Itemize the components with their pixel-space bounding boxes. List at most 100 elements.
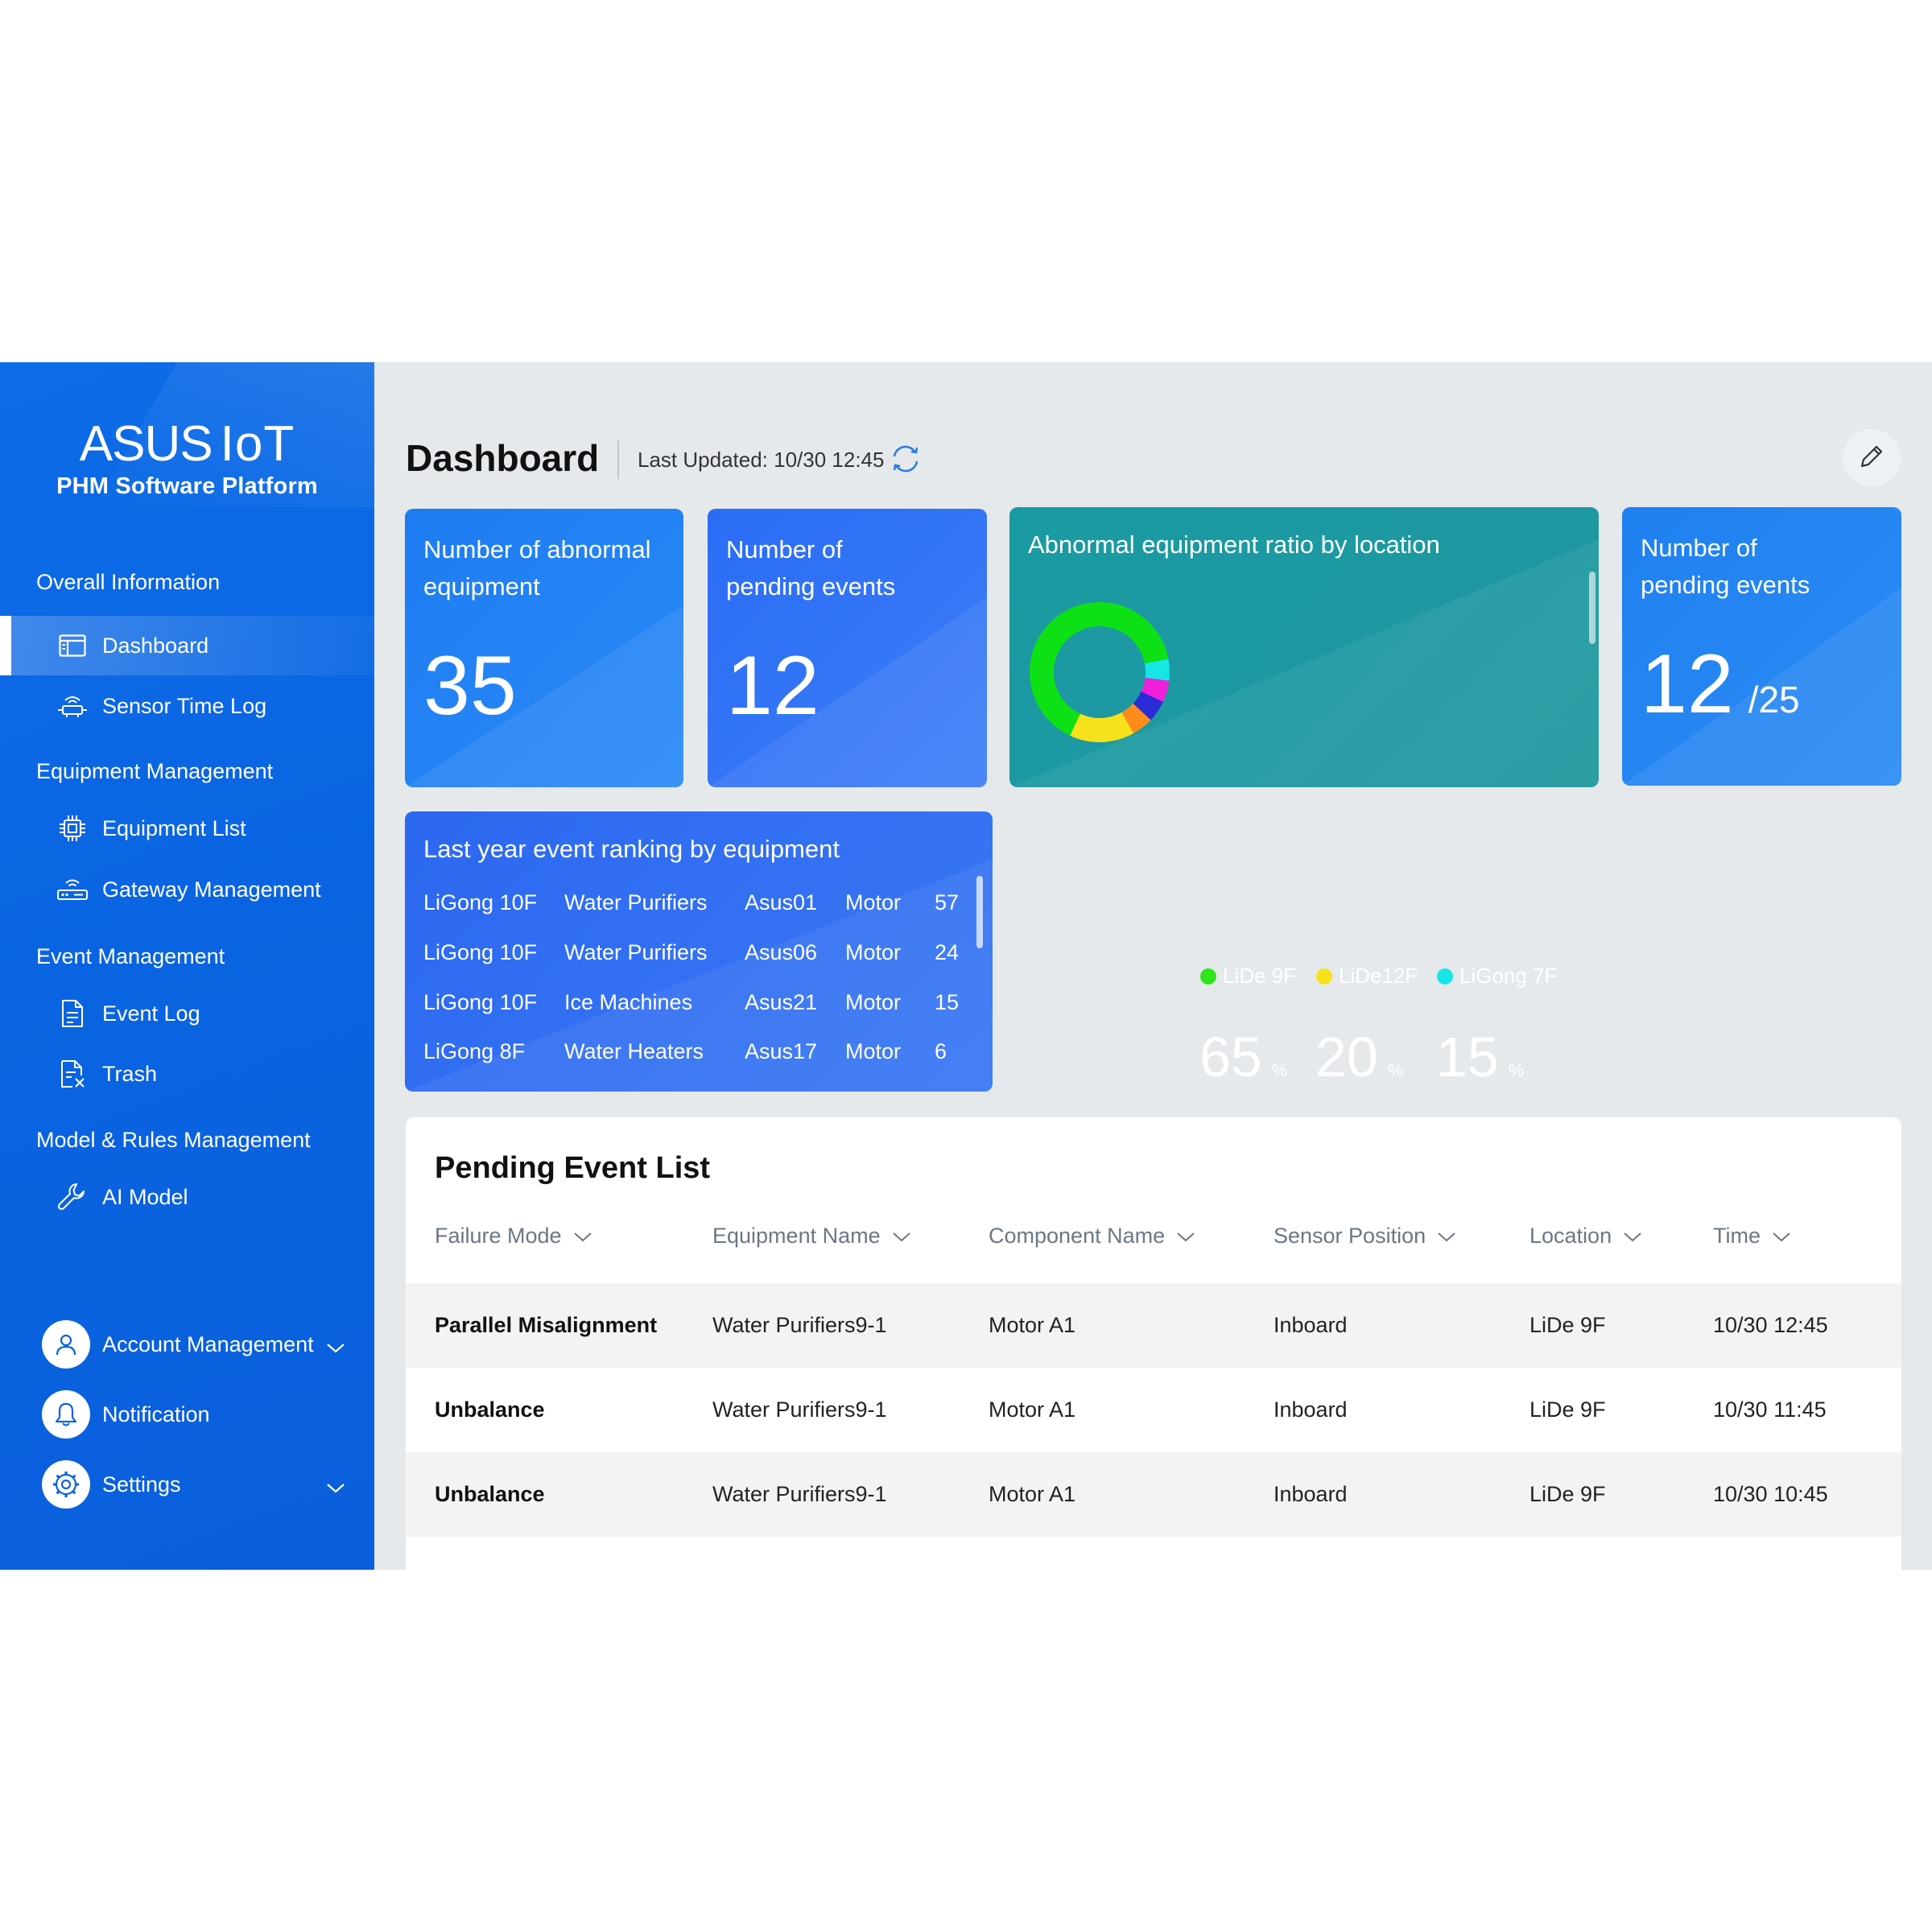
ranking-component: Motor [845, 890, 902, 914]
column-label: Component Name [989, 1224, 1166, 1248]
sensor-icon [56, 690, 89, 722]
chevron-down-icon [892, 1224, 911, 1249]
legend-dot [1200, 968, 1216, 985]
column-header-failure-mode[interactable]: Failure Mode [435, 1224, 592, 1249]
chevron-down-icon [1623, 1224, 1642, 1249]
ranking-component: Motor [845, 1039, 902, 1063]
edit-button[interactable] [1843, 429, 1901, 487]
chevron-down-icon[interactable] [325, 1476, 346, 1501]
cell-component-name: Motor A1 [989, 1397, 1076, 1422]
sidebar-item-ai-model[interactable]: AI Model [0, 1167, 374, 1227]
card-title: Number of pending events [726, 531, 895, 605]
cell-component-name: Motor A1 [989, 1313, 1076, 1337]
card-title: Number of pending events [1641, 530, 1810, 604]
ranking-row[interactable]: LiGong 10F Water Purifiers Asus06 Motor … [405, 940, 993, 972]
column-header-sensor-position[interactable]: Sensor Position [1274, 1224, 1456, 1249]
table-row[interactable]: Unbalance Water Purifiers9-1 Motor A1 In… [406, 1368, 1901, 1452]
pending-total-card[interactable]: Number of pending events 12/25 [1622, 507, 1901, 786]
column-header-equipment-name[interactable]: Equipment Name [712, 1224, 911, 1249]
scrollbar[interactable] [1589, 572, 1596, 644]
abnormal-equipment-card[interactable]: Number of abnormal equipment 35 [405, 509, 683, 787]
column-header-location[interactable]: Location [1530, 1224, 1642, 1249]
scrollbar[interactable] [976, 876, 983, 948]
ranking-count: 6 [935, 1039, 947, 1063]
asus-iot-logo[interactable]: ASUS IoT [0, 415, 374, 473]
ranking-device: Asus06 [745, 940, 818, 964]
sidebar-item-equipment-list[interactable]: Equipment List [0, 799, 374, 858]
pending-count: 12 [726, 639, 819, 733]
refresh-icon[interactable] [890, 443, 922, 479]
last-updated-text: Last Updated: 10/30 12:45 [638, 448, 885, 472]
ranking-row[interactable]: LiGong 8F Water Heaters Asus17 Motor 6 [405, 1039, 993, 1071]
nav-section-model-rules: Model & Rules Management [36, 1128, 311, 1152]
ranking-location: LiGong 10F [423, 990, 538, 1014]
card-title-line2: pending events [726, 572, 896, 601]
chevron-down-icon [1437, 1224, 1456, 1249]
card-decoration [1622, 588, 1901, 786]
pending-events-card[interactable]: Number of pending events 12 [708, 509, 987, 787]
bell-icon [42, 1390, 90, 1439]
column-label: Equipment Name [712, 1224, 881, 1248]
sidebar-item-label: Event Log [102, 1001, 200, 1026]
legend-item-lide-12f: LiDe12F [1316, 964, 1418, 989]
cell-location: LiDe 9F [1530, 1482, 1606, 1506]
title-divider [617, 440, 619, 479]
panel-title: Pending Event List [435, 1151, 711, 1185]
sidebar-item-event-log[interactable]: Event Log [0, 984, 374, 1043]
table-row[interactable]: Parallel Misalignment Water Purifiers9-1… [406, 1283, 1901, 1368]
cell-time: 10/30 11:45 [1713, 1397, 1827, 1422]
cell-location: LiDe 9F [1530, 1397, 1606, 1422]
ratio-unit: % [1508, 1060, 1525, 1080]
nav-section-equipment: Equipment Management [36, 759, 274, 783]
abnormal-count: 35 [423, 639, 517, 733]
cell-failure-mode: Unbalance [435, 1397, 545, 1422]
sidebar-item-gateway-management[interactable]: Gateway Management [0, 860, 374, 919]
event-ranking-card[interactable]: Last year event ranking by equipment LiG… [405, 811, 993, 1092]
notification-item[interactable]: Notification [0, 1386, 374, 1443]
card-title: Number of abnormal equipment [423, 531, 651, 605]
card-title: Abnormal equipment ratio by location [1028, 530, 1440, 559]
ranking-component: Motor [845, 990, 902, 1014]
app-window: ASUS IoT PHM Software Platform Overall In… [0, 362, 1932, 1570]
cell-equipment-name: Water Purifiers9-1 [712, 1482, 887, 1506]
sidebar-item-dashboard[interactable]: Dashboard [0, 616, 374, 675]
sidebar-item-label: AI Model [102, 1184, 188, 1209]
ranking-equipment: Water Purifiers [564, 890, 708, 914]
ranking-row[interactable]: LiGong 10F Water Purifiers Asus01 Motor … [405, 890, 993, 923]
card-title-line2: equipment [423, 572, 540, 601]
ranking-device: Asus21 [745, 990, 818, 1014]
cell-equipment-name: Water Purifiers9-1 [712, 1397, 887, 1422]
notification-label: Notification [102, 1402, 210, 1426]
column-header-component-name[interactable]: Component Name [989, 1224, 1195, 1249]
legend-dot [1437, 968, 1453, 985]
donut-segment-2 [1030, 602, 1170, 742]
sidebar-item-sensor-time-log[interactable]: Sensor Time Log [0, 676, 374, 736]
settings-label: Settings [102, 1472, 181, 1496]
cell-time: 10/30 12:45 [1713, 1313, 1828, 1337]
card-decoration [1009, 539, 1599, 787]
ratio-number: 65 [1199, 1026, 1262, 1088]
column-label: Sensor Position [1274, 1224, 1426, 1248]
sidebar-item-label: Gateway Management [102, 877, 321, 902]
chevron-down-icon[interactable] [325, 1335, 346, 1360]
nav-section-overall: Overall Information [36, 570, 221, 594]
ratio-unit: % [1271, 1060, 1288, 1080]
card-decoration [708, 597, 987, 787]
table-row[interactable]: Unbalance Water Purifiers9-1 Motor A1 In… [406, 1452, 1901, 1537]
ranking-row[interactable]: LiGong 10F Ice Machines Asus21 Motor 15 [405, 990, 993, 1022]
abnormal-ratio-card[interactable]: Abnormal equipment ratio by location [1009, 507, 1599, 787]
ranking-count: 24 [935, 940, 960, 964]
logo-suffix: IoT [220, 416, 295, 472]
column-header-time[interactable]: Time [1713, 1224, 1791, 1249]
ratio-value-lide-12f: 20% [1315, 1029, 1403, 1099]
account-management-item[interactable]: Account Management [0, 1316, 374, 1373]
ranking-location: LiGong 10F [423, 940, 538, 964]
card-title-line1: Number of abnormal [423, 535, 651, 564]
sidebar-item-trash[interactable]: Trash [0, 1044, 374, 1104]
ranking-equipment: Water Heaters [564, 1039, 704, 1063]
dashboard-icon [56, 630, 89, 662]
settings-item[interactable]: Settings [0, 1456, 374, 1513]
ranking-device: Asus01 [745, 890, 818, 914]
sidebar-item-label: Trash [102, 1061, 158, 1086]
cell-equipment-name: Water Purifiers9-1 [712, 1313, 887, 1337]
